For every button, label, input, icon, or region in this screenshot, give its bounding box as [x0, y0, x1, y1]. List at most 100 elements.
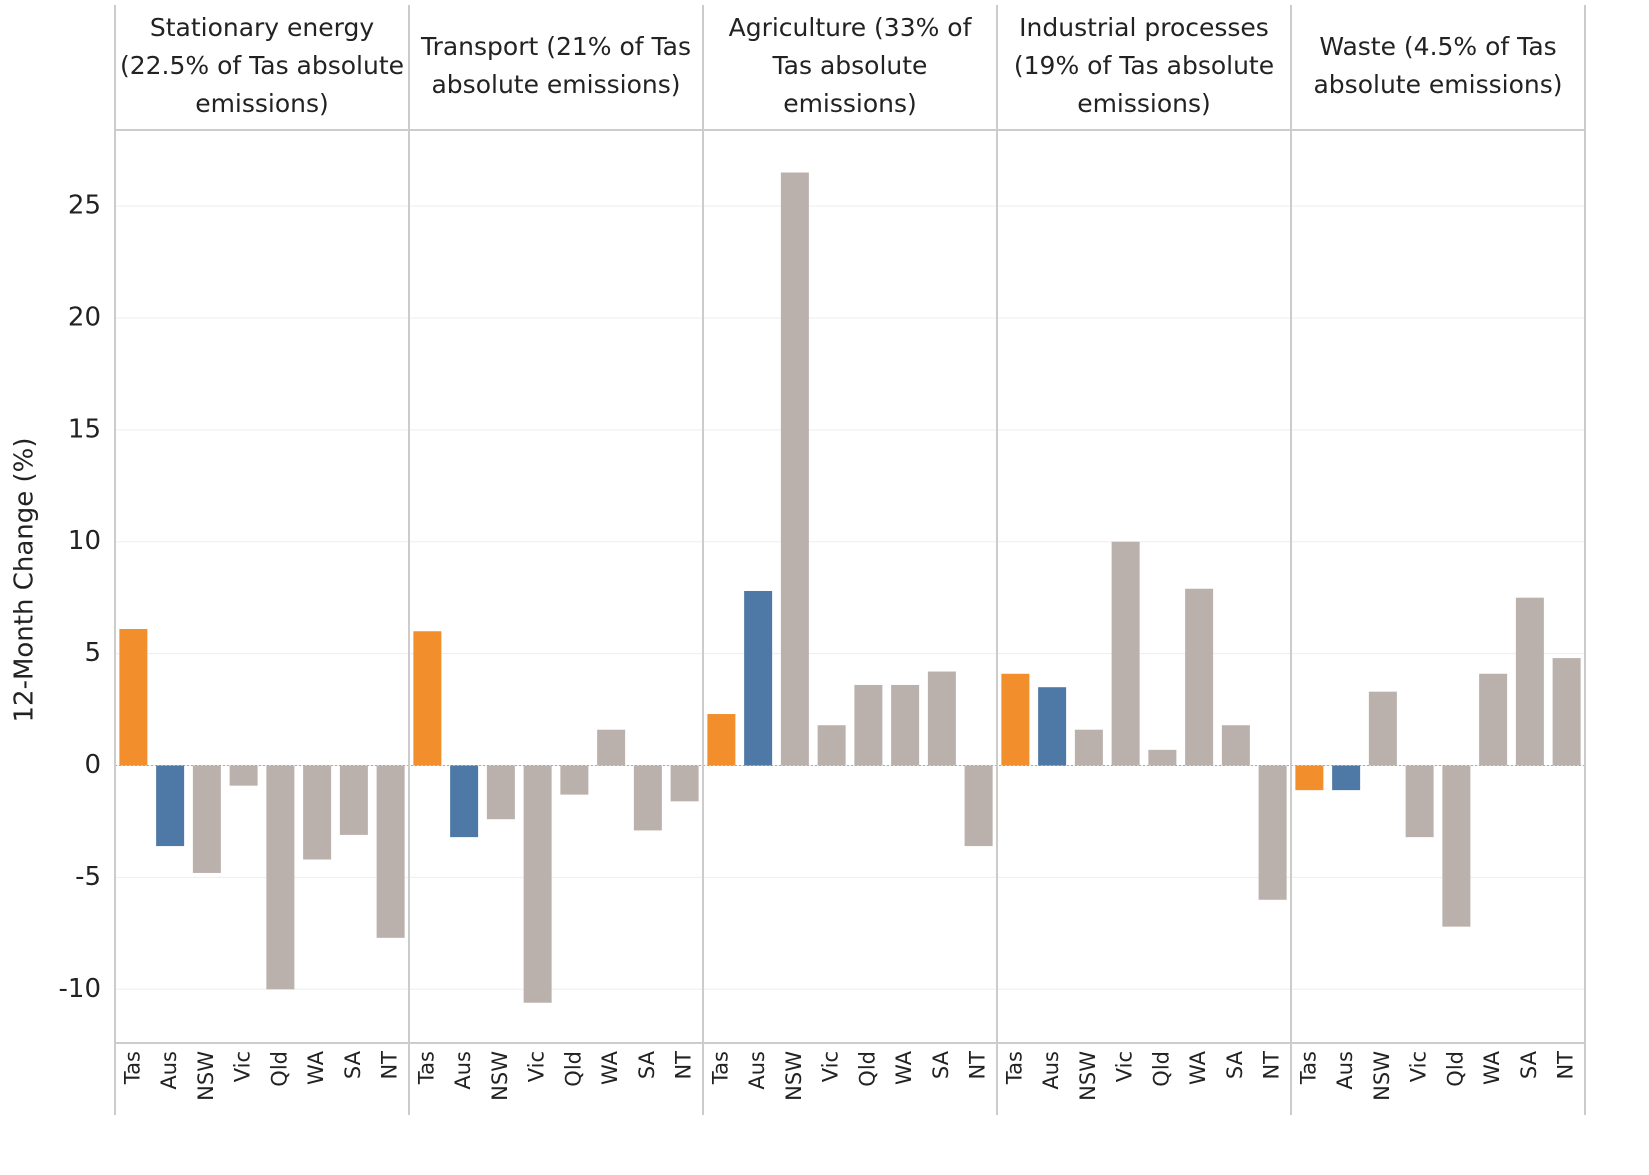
x-tick-label: WA — [304, 1050, 328, 1085]
panel-title: absolute emissions) — [1313, 70, 1562, 99]
panel-title: emissions) — [195, 89, 329, 118]
bar — [1552, 658, 1581, 766]
bar — [1111, 541, 1140, 766]
bar — [523, 765, 552, 1003]
x-tick-label: WA — [1480, 1050, 1504, 1085]
x-tick-label: Vic — [231, 1051, 255, 1082]
bar — [266, 765, 295, 990]
x-tick-label: SA — [635, 1050, 659, 1079]
bar — [817, 725, 846, 766]
x-tick-label: Aus — [1039, 1051, 1063, 1090]
bar — [1001, 673, 1030, 766]
bar — [450, 765, 479, 838]
x-tick-label: Qld — [267, 1051, 291, 1087]
y-tick-label: -5 — [75, 862, 101, 892]
bar — [303, 765, 332, 860]
y-tick-label: 5 — [84, 638, 101, 668]
bar — [1368, 691, 1397, 766]
bar — [964, 765, 993, 847]
bar — [1148, 749, 1177, 766]
x-tick-label: WA — [1186, 1050, 1210, 1085]
bar — [413, 631, 442, 766]
bar — [780, 172, 809, 766]
x-tick-label: SA — [1223, 1050, 1247, 1079]
y-tick-label: 25 — [68, 191, 101, 221]
panel-title: Waste (4.5% of Tas — [1319, 32, 1556, 61]
bar — [597, 729, 626, 766]
x-tick-label: NT — [1554, 1051, 1578, 1080]
y-tick-label: -10 — [59, 974, 101, 1004]
y-tick-label: 10 — [68, 526, 101, 556]
panel-title: Tas absolute — [772, 51, 928, 80]
bar — [1221, 725, 1250, 766]
panel-title: Transport (21% of Tas — [420, 32, 691, 61]
bar — [670, 765, 699, 802]
bar — [707, 714, 736, 766]
bar — [486, 765, 515, 820]
y-tick-label: 20 — [68, 302, 101, 332]
bar — [1185, 588, 1214, 766]
bar — [156, 765, 185, 847]
x-tick-label: Vic — [525, 1051, 549, 1082]
panel-title: (22.5% of Tas absolute — [120, 51, 404, 80]
x-tick-label: Aus — [157, 1051, 181, 1090]
x-tick-label: SA — [341, 1050, 365, 1079]
panel-title: Industrial processes — [1019, 13, 1269, 42]
y-axis-label: 12-Month Change (%) — [10, 437, 40, 722]
x-tick-label: SA — [929, 1050, 953, 1079]
x-tick-label: Tas — [414, 1051, 438, 1085]
x-tick-label: WA — [598, 1050, 622, 1085]
x-tick-label: Vic — [1407, 1051, 1431, 1082]
bar — [1332, 765, 1361, 791]
bar — [1515, 597, 1544, 766]
x-tick-label: Aus — [1333, 1051, 1357, 1090]
bar — [744, 590, 773, 766]
x-tick-label: Aus — [745, 1051, 769, 1090]
bar — [1074, 729, 1103, 766]
x-tick-label: NSW — [488, 1051, 512, 1101]
bar — [891, 684, 920, 766]
bar — [1479, 673, 1508, 766]
x-tick-label: Tas — [708, 1051, 732, 1085]
panel-title: emissions) — [1077, 89, 1211, 118]
y-tick-label: 0 — [84, 750, 101, 780]
x-tick-label: NT — [672, 1051, 696, 1080]
bar — [1405, 765, 1434, 838]
x-tick-label: NSW — [1076, 1051, 1100, 1101]
x-tick-label: Qld — [1149, 1051, 1173, 1087]
x-tick-label: Qld — [561, 1051, 585, 1087]
bar — [854, 684, 883, 766]
x-tick-label: NT — [966, 1051, 990, 1080]
bar — [633, 765, 662, 831]
bar — [1038, 687, 1067, 766]
x-tick-label: NT — [378, 1051, 402, 1080]
bar — [119, 629, 148, 766]
x-tick-label: NSW — [1370, 1051, 1394, 1101]
bar — [376, 765, 405, 938]
x-tick-label: Aus — [451, 1051, 475, 1090]
panel-title: Stationary energy — [150, 13, 375, 42]
bar — [1295, 765, 1324, 791]
panel-title: absolute emissions) — [431, 70, 680, 99]
bar — [927, 671, 956, 766]
x-tick-label: NT — [1260, 1051, 1284, 1080]
x-tick-label: NSW — [782, 1051, 806, 1101]
x-tick-label: Tas — [1296, 1051, 1320, 1085]
bar — [1442, 765, 1471, 927]
bar — [339, 765, 368, 835]
x-tick-label: SA — [1517, 1050, 1541, 1079]
panel-title: Agriculture (33% of — [729, 13, 973, 42]
x-tick-label: Vic — [1113, 1051, 1137, 1082]
panel-title: emissions) — [783, 89, 917, 118]
x-tick-label: Tas — [120, 1051, 144, 1085]
x-tick-label: NSW — [194, 1051, 218, 1101]
x-tick-label: Qld — [855, 1051, 879, 1087]
bar — [192, 765, 221, 873]
y-tick-label: 15 — [68, 414, 101, 444]
bar — [560, 765, 589, 795]
bar — [1258, 765, 1287, 900]
x-tick-label: Qld — [1443, 1051, 1467, 1087]
panel-title: (19% of Tas absolute — [1014, 51, 1274, 80]
x-tick-label: WA — [892, 1050, 916, 1085]
